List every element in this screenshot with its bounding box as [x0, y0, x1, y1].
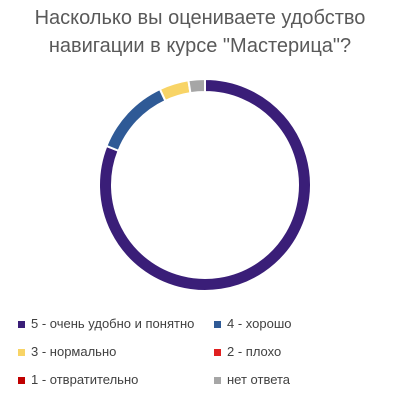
donut-slice-3: [158, 79, 192, 103]
chart-title-line-1: Насколько вы оцениваете удобство: [34, 7, 366, 29]
chart-title-line-2: навигации в курсе "Мастерица"?: [48, 35, 352, 57]
chart-title: Насколько вы оцениваете удобство навигац…: [0, 4, 400, 60]
donut-slice-2: [105, 87, 167, 153]
donut-slice-6: [187, 77, 206, 95]
